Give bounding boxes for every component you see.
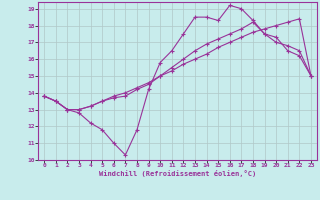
X-axis label: Windchill (Refroidissement éolien,°C): Windchill (Refroidissement éolien,°C): [99, 170, 256, 177]
